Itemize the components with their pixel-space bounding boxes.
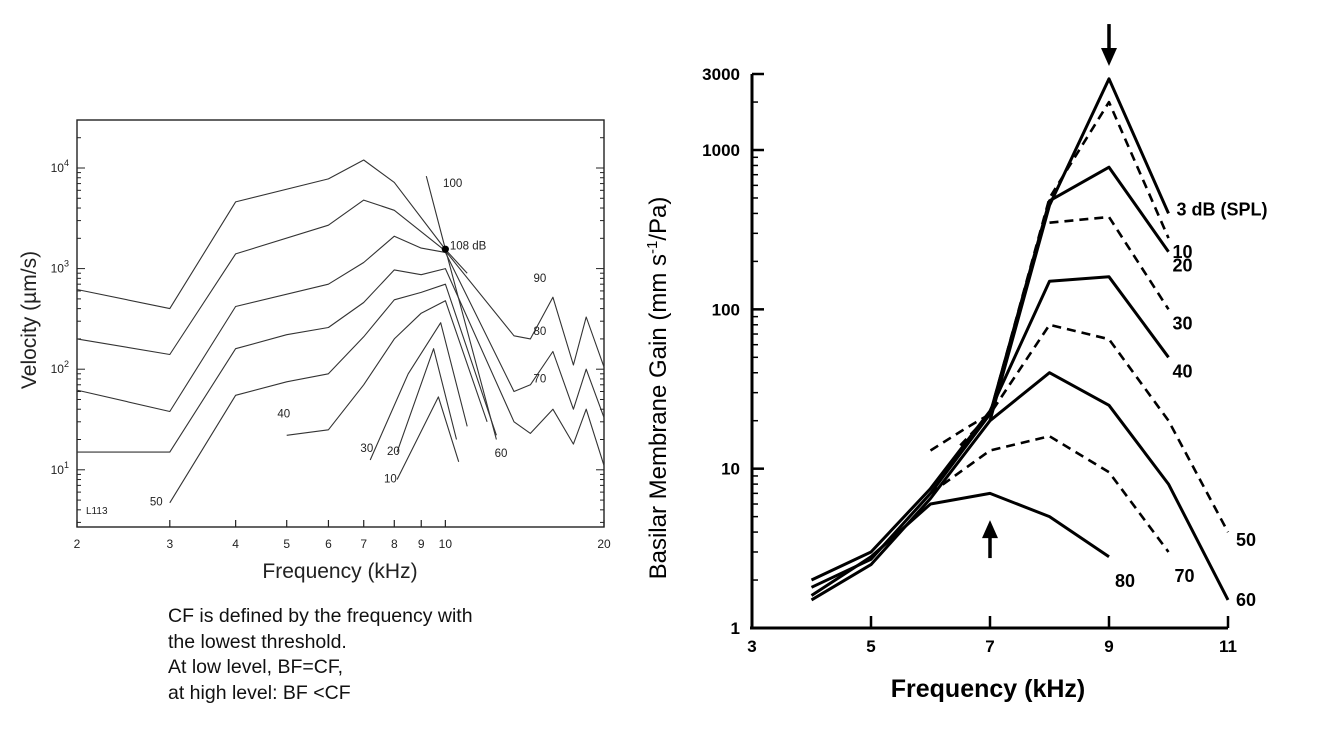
best-frequency-arrows <box>982 24 1117 559</box>
x-axis-title: Frequency (kHz) <box>262 560 417 583</box>
curve-label-60: 60 <box>1236 590 1256 610</box>
series-line-80 <box>810 491 1110 597</box>
series-line-40 <box>286 300 488 436</box>
y-tick-label-1000: 1000 <box>702 141 740 160</box>
curve-label-20: 20 <box>1173 256 1193 276</box>
x-tick-label-5: 5 <box>866 637 875 656</box>
x-tick-label-7: 7 <box>360 537 367 551</box>
y-tick-label-3000: 3000 <box>702 65 740 84</box>
caption-line: At low level, BF=CF, <box>168 656 344 678</box>
series-line-30 <box>1049 215 1170 311</box>
arrow-down-icon <box>1101 48 1117 67</box>
x-tick-label-2: 2 <box>74 537 81 551</box>
x-tick-label-20: 20 <box>597 537 611 551</box>
y-axis-title-exponent: -1 <box>644 241 661 254</box>
series-line-60 <box>169 283 497 504</box>
curve-label-40: 40 <box>277 409 290 421</box>
x-tick-label-4: 4 <box>232 537 239 551</box>
y-axis-title: Basilar Membrane Gain (mm s-1/Pa) <box>644 197 672 580</box>
curve-label-50: 50 <box>1236 530 1256 550</box>
x-tick-label-7: 7 <box>985 637 994 656</box>
curve-label-10: 10 <box>384 473 397 485</box>
arrow-up-icon <box>982 520 998 539</box>
series-line-20 <box>396 348 458 453</box>
curve-label-108-db: 108 dB <box>450 240 487 252</box>
series-line-70 <box>929 434 1170 553</box>
curve-label-40: 40 <box>1173 361 1193 381</box>
curve-label-20: 20 <box>387 446 400 458</box>
y-tick-label-10: 101 <box>51 460 69 477</box>
curve-label-60: 60 <box>495 448 508 460</box>
y-tick-label-100: 100 <box>712 300 740 319</box>
x-tick-label-9: 9 <box>1104 637 1113 656</box>
series-line-10 <box>959 100 1170 447</box>
caption-line: CF is defined by the frequency with <box>168 605 473 627</box>
series-line-70 <box>77 268 605 466</box>
curve-label-70: 70 <box>1175 566 1195 586</box>
curve-label-100: 100 <box>443 178 462 190</box>
x-tick-label-6: 6 <box>325 537 332 551</box>
curve-label-80: 80 <box>1115 571 1135 591</box>
x-tick-label-10: 10 <box>439 537 453 551</box>
x-tick-label-11: 11 <box>1219 637 1237 656</box>
x-axis-title: Frequency (kHz) <box>891 675 1085 703</box>
y-tick-label-1: 1 <box>731 619 740 638</box>
y-tick-label-1000: 103 <box>51 259 69 276</box>
curve-label-30: 30 <box>360 443 373 455</box>
curve-labels: 100 108 dB 90 80 70 60 50 40 30 20 10 <box>150 178 546 509</box>
x-tick-label-8: 8 <box>391 537 398 551</box>
threshold-marker <box>441 245 449 253</box>
caption: CF is defined by the frequency with the … <box>168 604 588 706</box>
series-line-100 <box>76 159 468 310</box>
series-line-30 <box>369 322 468 461</box>
x-tick-label-5: 5 <box>283 537 290 551</box>
curve-label-90: 90 <box>534 273 547 285</box>
y-axis-title: Velocity (µm/s) <box>18 251 41 389</box>
y-axis-title-main: Basilar Membrane Gain (mm s <box>645 254 672 579</box>
x-tick-label-9: 9 <box>418 537 425 551</box>
curve-label-30: 30 <box>1173 313 1193 333</box>
corner-label: L113 <box>86 506 108 517</box>
y-tick-label-10: 10 <box>721 460 740 479</box>
curve-label-70: 70 <box>534 373 547 385</box>
series-line-40 <box>810 275 1170 582</box>
curve-label-3-db-spl: 3 dB (SPL) <box>1177 199 1268 219</box>
y-axis-title-end: /Pa) <box>645 197 672 241</box>
x-tick-label-3: 3 <box>747 637 756 656</box>
series-line-10 <box>396 396 460 480</box>
series-line-60 <box>810 371 1230 602</box>
velocity-chart: 2 3 4 5 6 7 8 9 10 20 101 102 103 104 100 108 dB 90 80 70… <box>18 119 611 583</box>
caption-line: at high level: BF <CF <box>168 681 351 704</box>
curve-label-10: 10 <box>1173 242 1193 262</box>
y-tick-label-10000: 104 <box>51 158 69 175</box>
series-line-3-db-spl <box>988 77 1170 422</box>
plot-frame <box>76 119 605 528</box>
y-tick-label-100: 102 <box>51 359 69 376</box>
series-lines <box>76 159 605 504</box>
series-line-20 <box>810 165 1170 589</box>
axes-ticks: 2 3 4 5 6 7 8 9 10 20 101 102 103 104 <box>51 119 611 551</box>
series-lines <box>810 77 1230 602</box>
curve-label-50: 50 <box>150 497 163 509</box>
curve-label-80: 80 <box>534 326 547 338</box>
x-tick-label-3: 3 <box>166 537 173 551</box>
caption-line: the lowest threshold. <box>168 630 347 653</box>
series-line-80 <box>76 235 605 418</box>
